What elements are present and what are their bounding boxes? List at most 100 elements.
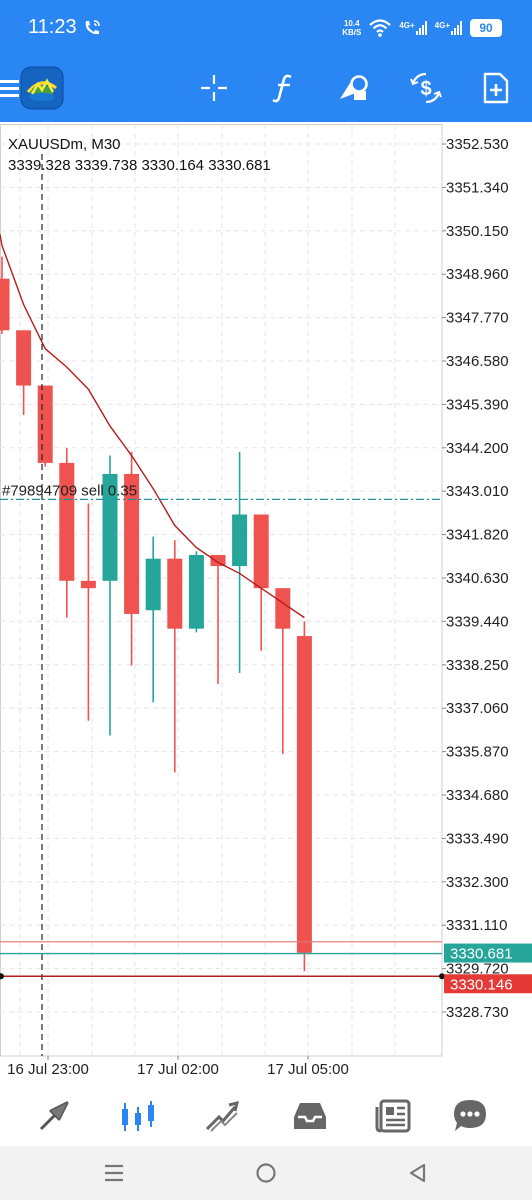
price-tick-label: 3351.340 bbox=[446, 179, 509, 196]
crosshair-icon bbox=[201, 75, 227, 101]
time-tick-label: 16 Jul 23:00 bbox=[7, 1061, 89, 1078]
candle-body bbox=[188, 555, 204, 629]
recents-button[interactable] bbox=[94, 1156, 134, 1190]
menu-button[interactable] bbox=[0, 66, 30, 110]
nav-history[interactable] bbox=[286, 1092, 334, 1140]
candle-body bbox=[37, 385, 53, 463]
ask-line-handle-left bbox=[0, 973, 4, 980]
bid-price-tag bbox=[444, 943, 532, 963]
time-tick-label: 17 Jul 02:00 bbox=[137, 1061, 219, 1078]
price-tick-label: 3328.730 bbox=[446, 1004, 509, 1021]
signal-1: 4G+ bbox=[399, 21, 427, 35]
ask-price-tag bbox=[444, 974, 532, 994]
price-tick-label: 3343.010 bbox=[446, 483, 509, 500]
mt5-logo-icon bbox=[20, 66, 64, 110]
chart-symbol-label: XAUUSDm, M30 bbox=[8, 136, 121, 153]
net-speed: 10.4 KB/S bbox=[342, 19, 362, 37]
back-icon bbox=[409, 1163, 426, 1183]
price-tick-label: 3331.110 bbox=[446, 917, 507, 934]
objects-button[interactable] bbox=[332, 66, 376, 110]
signal-bars-icon bbox=[415, 21, 427, 35]
nav-trade[interactable] bbox=[198, 1092, 246, 1140]
new-order-icon bbox=[483, 72, 509, 104]
price-tick-label: 3329.720 bbox=[446, 961, 509, 978]
candle-body bbox=[210, 555, 226, 567]
back-button[interactable] bbox=[398, 1156, 438, 1190]
objects-icon bbox=[340, 75, 368, 100]
price-tick-label: 3335.870 bbox=[446, 744, 509, 761]
candle-body bbox=[80, 580, 96, 589]
price-tick-label: 3346.580 bbox=[446, 353, 509, 370]
ask-line-handle-right bbox=[439, 973, 445, 980]
history-icon bbox=[294, 1103, 326, 1129]
quotes-icon bbox=[39, 1101, 69, 1131]
app-header: 11:23 10.4 KB/S 4G+ 4G+ bbox=[0, 0, 532, 122]
candle-body bbox=[253, 514, 269, 589]
nav-quotes[interactable] bbox=[30, 1092, 78, 1140]
candle-body bbox=[59, 462, 75, 581]
price-tick-label: 3344.200 bbox=[446, 440, 509, 457]
wifi-icon bbox=[369, 19, 392, 37]
messages-icon bbox=[454, 1100, 486, 1131]
chart-ohlc-label: 3339.328 3339.738 3330.164 3330.681 bbox=[8, 157, 271, 174]
signal-bars-icon bbox=[451, 21, 462, 35]
battery-indicator: 90 bbox=[470, 19, 502, 37]
price-tick-label: 3338.250 bbox=[446, 657, 509, 674]
nav-messages[interactable] bbox=[446, 1092, 494, 1140]
candle-body bbox=[102, 473, 118, 581]
home-button[interactable] bbox=[246, 1156, 286, 1190]
nav-chart[interactable] bbox=[114, 1092, 162, 1140]
function-icon bbox=[272, 74, 292, 103]
new-order-button[interactable] bbox=[474, 66, 518, 110]
price-tick-label: 3334.680 bbox=[446, 787, 509, 804]
chart-area[interactable]: 3352.530 3351.340 3350.150 3348.960 3347.770… bbox=[0, 124, 532, 1084]
price-tick-label: 3337.060 bbox=[446, 700, 509, 717]
price-tick-label: 3350.150 bbox=[446, 223, 509, 240]
status-icons: 10.4 KB/S 4G+ 4G+ 90 bbox=[342, 14, 502, 42]
menu-icon bbox=[0, 80, 19, 97]
status-time: 11:23 bbox=[28, 16, 77, 38]
candle-body bbox=[0, 278, 10, 331]
dollar-sync-icon: $ bbox=[410, 72, 442, 104]
signal-2: 4G+ bbox=[435, 21, 462, 35]
price-tick-label: 3333.490 bbox=[446, 830, 509, 847]
candle-body bbox=[16, 330, 32, 386]
candlestick-chart[interactable]: 3352.530 3351.340 3350.150 3348.960 3347.770… bbox=[0, 124, 532, 1084]
ask-price-label: 3330.146 bbox=[450, 976, 513, 993]
trade-icon bbox=[205, 1100, 240, 1132]
bottom-navigation bbox=[0, 1084, 532, 1146]
candle-body bbox=[145, 558, 161, 611]
app-logo[interactable] bbox=[20, 66, 64, 110]
candle-body bbox=[124, 473, 140, 614]
price-tick-label: 3348.960 bbox=[446, 266, 509, 283]
recents-icon bbox=[105, 1164, 123, 1182]
price-tick-label: 3352.530 bbox=[446, 136, 509, 153]
candle-body bbox=[275, 588, 291, 629]
news-icon bbox=[375, 1099, 411, 1133]
price-tick-label: 3347.770 bbox=[446, 310, 509, 327]
price-tick-label: 3341.820 bbox=[446, 527, 509, 544]
candle-body bbox=[296, 636, 312, 953]
plot-frame bbox=[0, 124, 443, 1057]
nav-news[interactable] bbox=[370, 1092, 418, 1140]
system-navigation-bar bbox=[0, 1146, 532, 1200]
crosshair-button[interactable] bbox=[192, 66, 236, 110]
trade-button[interactable]: $ bbox=[404, 66, 448, 110]
price-tick-label: 3339.440 bbox=[446, 613, 509, 630]
moving-average-line bbox=[0, 234, 305, 619]
svg-text:$: $ bbox=[420, 78, 431, 100]
bid-price-label: 3330.681 bbox=[450, 946, 513, 963]
indicators-button[interactable] bbox=[262, 66, 306, 110]
order-label: #79894709 sell 0.35 bbox=[2, 482, 137, 499]
price-tick-label: 3340.630 bbox=[446, 570, 509, 587]
candle-body bbox=[232, 514, 248, 567]
price-tick-label: 3345.390 bbox=[446, 396, 509, 413]
wifi-calling-icon bbox=[85, 20, 100, 35]
home-icon bbox=[256, 1163, 276, 1183]
chart-toolbar: $ bbox=[0, 60, 532, 116]
candle-body bbox=[167, 558, 183, 629]
chart-icon bbox=[122, 1101, 154, 1131]
time-tick-label: 17 Jul 05:00 bbox=[267, 1061, 349, 1078]
price-tick-label: 3332.300 bbox=[446, 874, 509, 891]
status-bar: 11:23 10.4 KB/S 4G+ 4G+ bbox=[0, 0, 532, 56]
